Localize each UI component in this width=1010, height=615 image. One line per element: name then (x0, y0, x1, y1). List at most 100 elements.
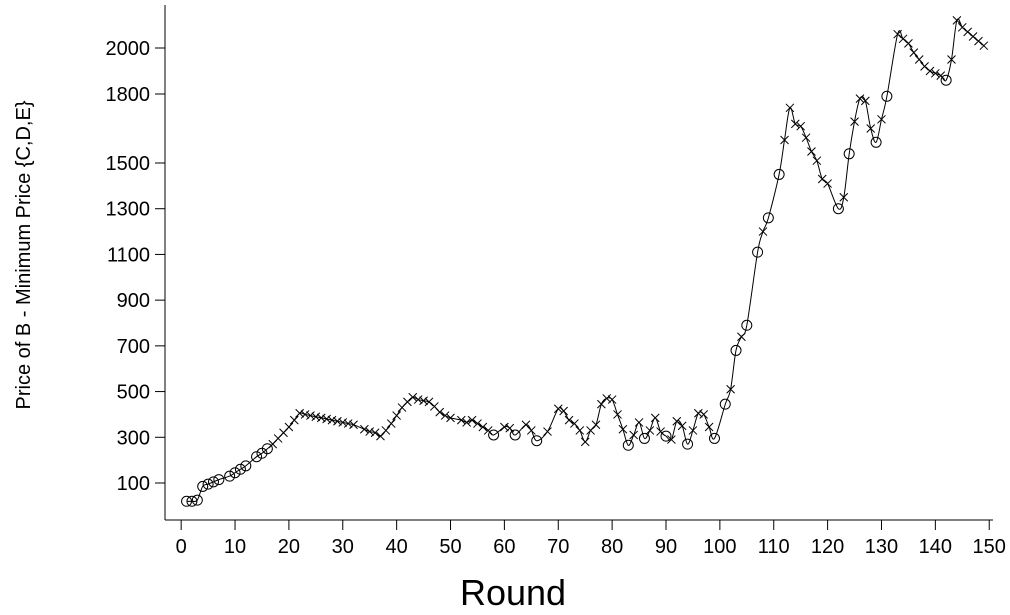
circle-marker (762, 212, 774, 224)
cross-stroke (478, 422, 488, 432)
cross-marker (672, 416, 682, 426)
cross-stroke (543, 427, 552, 436)
y-tick-label: 1100 (107, 244, 150, 266)
cross-marker (300, 410, 310, 419)
cross-marker (758, 227, 768, 236)
cross-marker (543, 427, 552, 436)
cross-stroke (737, 332, 746, 342)
cross-marker (974, 36, 983, 46)
cross-marker (322, 414, 331, 424)
cross-stroke (430, 402, 439, 411)
cross-marker (311, 412, 321, 422)
cross-marker (957, 22, 967, 32)
cross-stroke (855, 94, 865, 103)
cross-stroke (936, 71, 946, 80)
circle-marker (202, 478, 214, 490)
cross-marker (483, 426, 493, 435)
circle-marker (229, 467, 241, 479)
x-tick-label: 20 (278, 536, 300, 558)
cross-marker (316, 413, 326, 423)
cross-marker (338, 418, 348, 427)
cross-marker (790, 119, 800, 129)
cross-stroke (381, 426, 391, 435)
y-tick-label: 300 (117, 427, 150, 449)
circle-marker (234, 463, 246, 475)
cross-marker (785, 103, 795, 113)
cross-marker (526, 426, 536, 435)
circle-marker (531, 435, 543, 447)
circle-marker (207, 476, 219, 488)
cross-stroke (904, 39, 913, 48)
circle-marker (181, 495, 193, 507)
cross-marker (462, 418, 472, 427)
cross-marker (807, 147, 816, 156)
cross-marker (904, 39, 913, 48)
circle-marker (881, 90, 893, 102)
cross-stroke (408, 392, 418, 402)
cross-stroke (553, 404, 563, 414)
cross-marker (677, 421, 687, 431)
x-tick-label: 40 (386, 536, 408, 558)
y-tick-label: 500 (117, 382, 150, 404)
cross-stroke (580, 437, 590, 447)
cross-marker (289, 415, 299, 425)
cross-marker (500, 422, 509, 432)
cross-stroke (564, 415, 574, 425)
cross-stroke (311, 412, 321, 422)
cross-stroke (306, 411, 315, 420)
circle-marker (213, 474, 225, 486)
cross-stroke (677, 421, 687, 431)
cross-stroke (925, 66, 935, 76)
cross-stroke (327, 415, 337, 425)
cross-marker (839, 192, 849, 202)
cross-marker (667, 435, 676, 444)
cross-stroke (575, 426, 585, 435)
cross-marker (365, 427, 375, 436)
cross-marker (860, 96, 870, 106)
cross-stroke (688, 426, 698, 435)
circle-marker (719, 398, 731, 410)
cross-stroke (796, 121, 806, 131)
cross-stroke (893, 29, 902, 39)
cross-stroke (435, 407, 445, 417)
y-tick-label: 700 (117, 336, 150, 358)
y-tick-label: 1300 (106, 199, 151, 221)
cross-marker (855, 94, 865, 103)
x-tick-label: 0 (176, 536, 187, 558)
cross-stroke (386, 419, 396, 428)
cross-marker (726, 384, 735, 394)
cross-marker (850, 117, 859, 126)
cross-stroke (618, 424, 628, 434)
cross-marker (370, 428, 380, 438)
circle-marker (730, 344, 742, 356)
cross-stroke (300, 410, 310, 419)
plot-area (181, 16, 989, 507)
cross-stroke (909, 48, 919, 57)
x-tick-label: 90 (655, 536, 677, 558)
cross-stroke (322, 414, 331, 424)
cross-stroke (758, 227, 768, 236)
cross-marker (914, 55, 924, 64)
x-tick-label: 50 (439, 536, 461, 558)
cross-marker (866, 124, 876, 133)
cross-stroke (570, 419, 579, 428)
cross-stroke (866, 124, 876, 133)
cross-marker (952, 16, 962, 25)
cross-marker (575, 426, 585, 435)
cross-stroke (629, 430, 639, 440)
circle-marker (843, 148, 855, 160)
cross-marker (656, 427, 665, 436)
cross-stroke (656, 427, 665, 436)
cross-stroke (602, 394, 612, 403)
cross-stroke (839, 192, 849, 202)
series-line (186, 18, 985, 503)
cross-marker (898, 34, 908, 44)
cross-marker (424, 397, 434, 407)
cross-stroke (790, 119, 800, 129)
cross-marker (629, 430, 639, 440)
cross-stroke (634, 418, 644, 427)
cross-stroke (591, 420, 601, 430)
cross-marker (392, 411, 401, 420)
cross-stroke (521, 420, 531, 430)
cross-marker (386, 419, 396, 428)
